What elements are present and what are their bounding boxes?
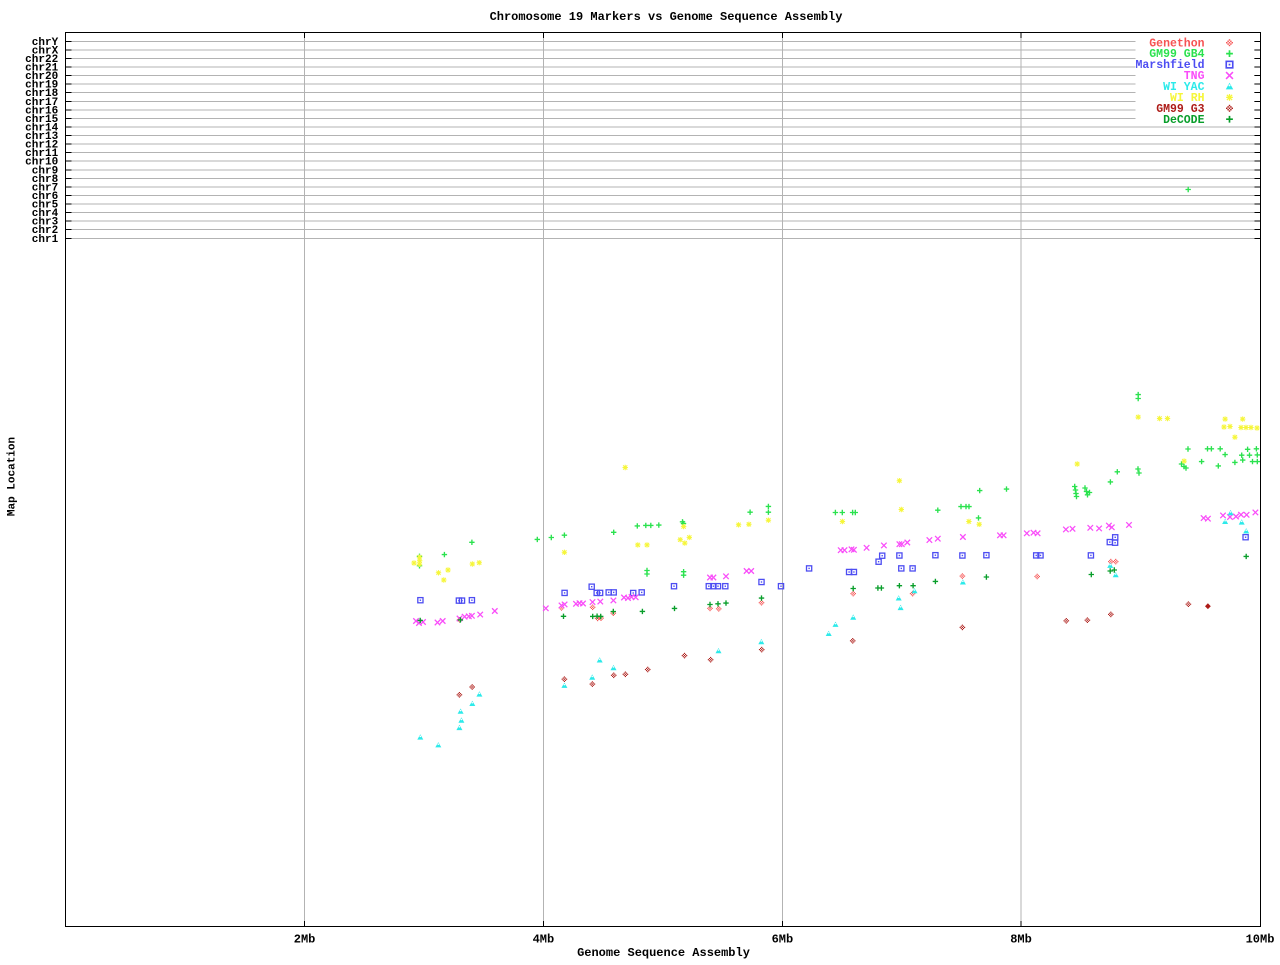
svg-text:chr19: chr19 [25,80,58,92]
svg-text:chr6: chr6 [32,191,58,203]
svg-text:chrY: chrY [32,37,59,49]
svg-text:6Mb: 6Mb [772,932,794,946]
svg-text:chr17: chr17 [25,97,58,109]
svg-text:chr5: chr5 [32,200,59,212]
svg-text:Chromosome 19 Markers vs Genom: Chromosome 19 Markers vs Genome Sequence… [490,10,843,24]
svg-text:TNG: TNG [1184,70,1205,83]
svg-text:2Mb: 2Mb [294,932,316,946]
svg-text:chr13: chr13 [25,131,58,143]
svg-text:chr21: chr21 [25,63,58,75]
svg-text:chr11: chr11 [25,148,58,160]
svg-text:chr18: chr18 [25,88,58,100]
svg-text:chr3: chr3 [32,217,59,229]
svg-text:chr22: chr22 [25,54,58,66]
svg-text:chr15: chr15 [25,114,58,126]
svg-text:chrX: chrX [32,45,59,57]
svg-text:chr8: chr8 [32,174,59,186]
svg-text:WI RH: WI RH [1170,92,1205,105]
svg-text:chr14: chr14 [25,123,58,135]
svg-text:Genethon: Genethon [1149,37,1204,50]
svg-text:Marshfield: Marshfield [1135,59,1204,72]
svg-text:GM99 G3: GM99 G3 [1156,103,1204,116]
svg-text:chr10: chr10 [25,157,58,169]
svg-text:chr20: chr20 [25,71,58,83]
svg-text:DeCODE: DeCODE [1163,114,1205,127]
svg-text:chr2: chr2 [32,225,58,237]
svg-text:chr4: chr4 [32,208,59,220]
svg-text:8Mb: 8Mb [1010,932,1032,946]
svg-text:chr12: chr12 [25,140,58,152]
svg-text:10Mb: 10Mb [1246,932,1275,946]
svg-text:chr9: chr9 [32,165,58,177]
svg-text:WI YAC: WI YAC [1163,81,1205,94]
svg-text:Map Location: Map Location [7,437,19,516]
svg-text:chr7: chr7 [32,182,58,194]
svg-text:GM99 GB4: GM99 GB4 [1149,48,1204,61]
svg-text:Genome Sequence Assembly: Genome Sequence Assembly [577,946,750,960]
svg-text:chr16: chr16 [25,105,58,117]
svg-text:4Mb: 4Mb [533,932,555,946]
svg-text:chr1: chr1 [32,234,59,246]
